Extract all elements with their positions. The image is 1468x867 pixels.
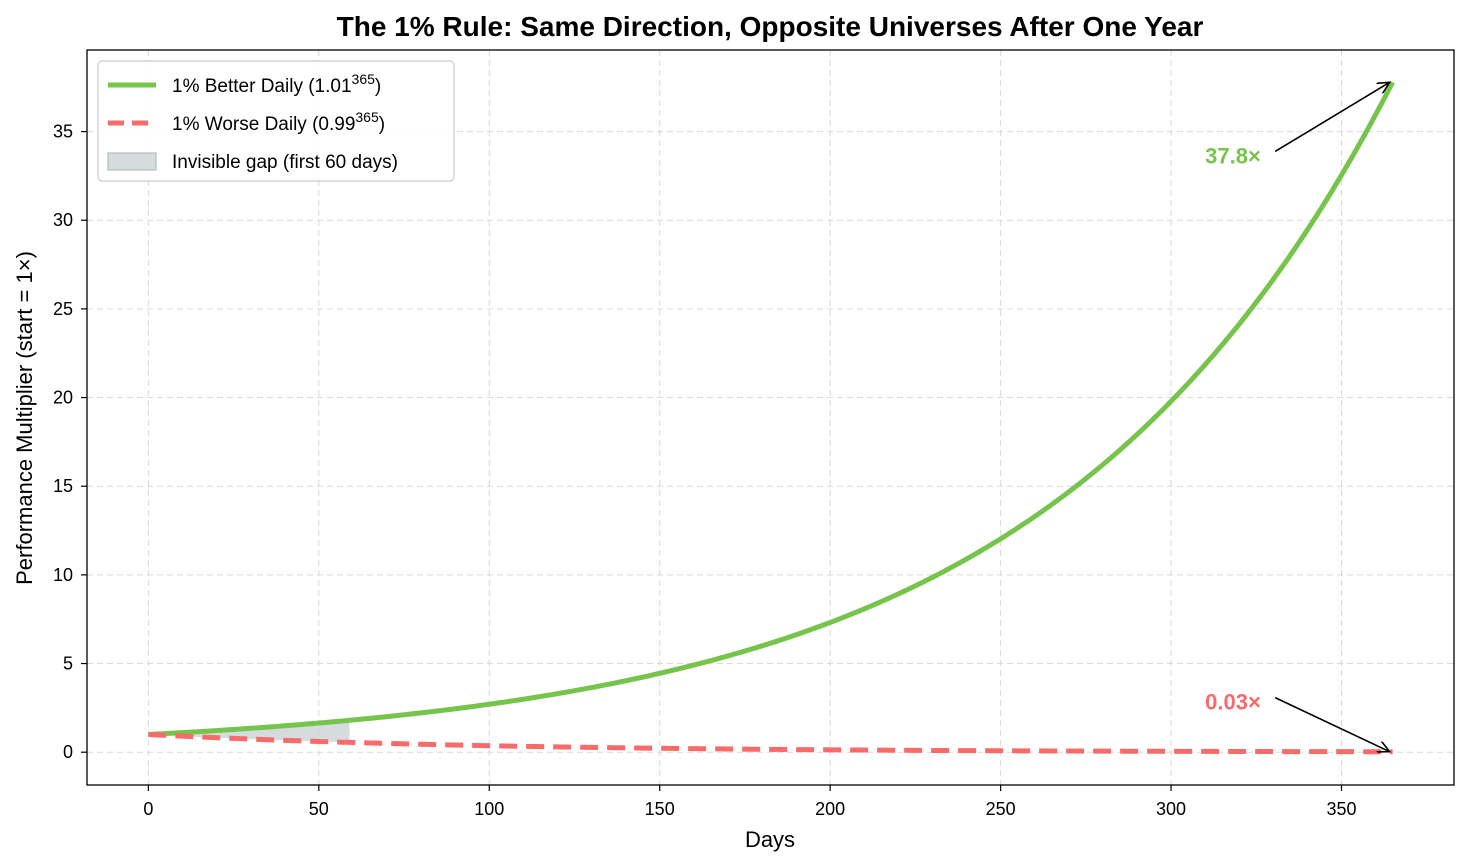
- x-tick-label: 200: [815, 799, 845, 819]
- x-tick-label: 0: [143, 799, 153, 819]
- annotation-arrow-better: [1274, 82, 1389, 153]
- legend-label-suffix: ): [375, 76, 381, 97]
- legend-label-superscript: 365: [352, 71, 376, 87]
- legend-label-worse: 1% Worse Daily (0.99365): [172, 109, 385, 135]
- x-axis-label: Days: [745, 827, 795, 852]
- grid: [87, 50, 1454, 785]
- y-tick-label: 30: [53, 210, 73, 230]
- x-tick-label: 100: [474, 799, 504, 819]
- y-tick-label: 15: [53, 476, 73, 496]
- x-tick-label: 300: [1156, 799, 1186, 819]
- legend-label-shaded: Invisible gap (first 60 days): [172, 152, 398, 173]
- legend-label-better: 1% Better Daily (1.01365): [172, 71, 381, 97]
- x-tick-label: 150: [645, 799, 675, 819]
- y-tick-label: 20: [53, 388, 73, 408]
- legend-swatch-shaded: [107, 152, 157, 171]
- y-tick-label: 0: [63, 742, 73, 762]
- annotation-label-better: 37.8×: [1205, 143, 1261, 168]
- legend-label-superscript: 365: [355, 109, 379, 125]
- legend-label-text: 1% Worse Daily (0.99: [172, 114, 355, 135]
- legend-label-text: 1% Better Daily (1.01: [172, 76, 352, 97]
- y-axis-label: Performance Multiplier (start = 1×): [12, 251, 37, 585]
- x-tick-label: 350: [1326, 799, 1356, 819]
- y-tick-label: 25: [53, 299, 73, 319]
- y-tick-label: 35: [53, 122, 73, 142]
- axis-ticks: 0 50 100 150 200 250 300 350 0 5 10 15 20 25 30 35: [53, 122, 1357, 819]
- series-layer: [148, 81, 1395, 755]
- annotation-arrow-worse: [1274, 696, 1389, 752]
- x-tick-label: 50: [309, 799, 329, 819]
- legend-box: [97, 60, 455, 182]
- annotation-label-worse: 0.03×: [1205, 690, 1261, 715]
- x-tick-label: 250: [986, 799, 1016, 819]
- series-line-worse: [148, 731, 1393, 755]
- chart-title: The 1% Rule: Same Direction, Opposite Un…: [337, 11, 1204, 42]
- legend-label-suffix: ): [379, 114, 385, 135]
- series-line-better: [148, 81, 1395, 737]
- legend: 1% Better Daily (1.01365)1% Worse Daily …: [97, 60, 455, 182]
- plot-frame: [86, 49, 1455, 786]
- y-tick-label: 10: [53, 565, 73, 585]
- y-tick-label: 5: [63, 654, 73, 674]
- annotation-layer: 37.8× 0.03×: [1205, 82, 1389, 751]
